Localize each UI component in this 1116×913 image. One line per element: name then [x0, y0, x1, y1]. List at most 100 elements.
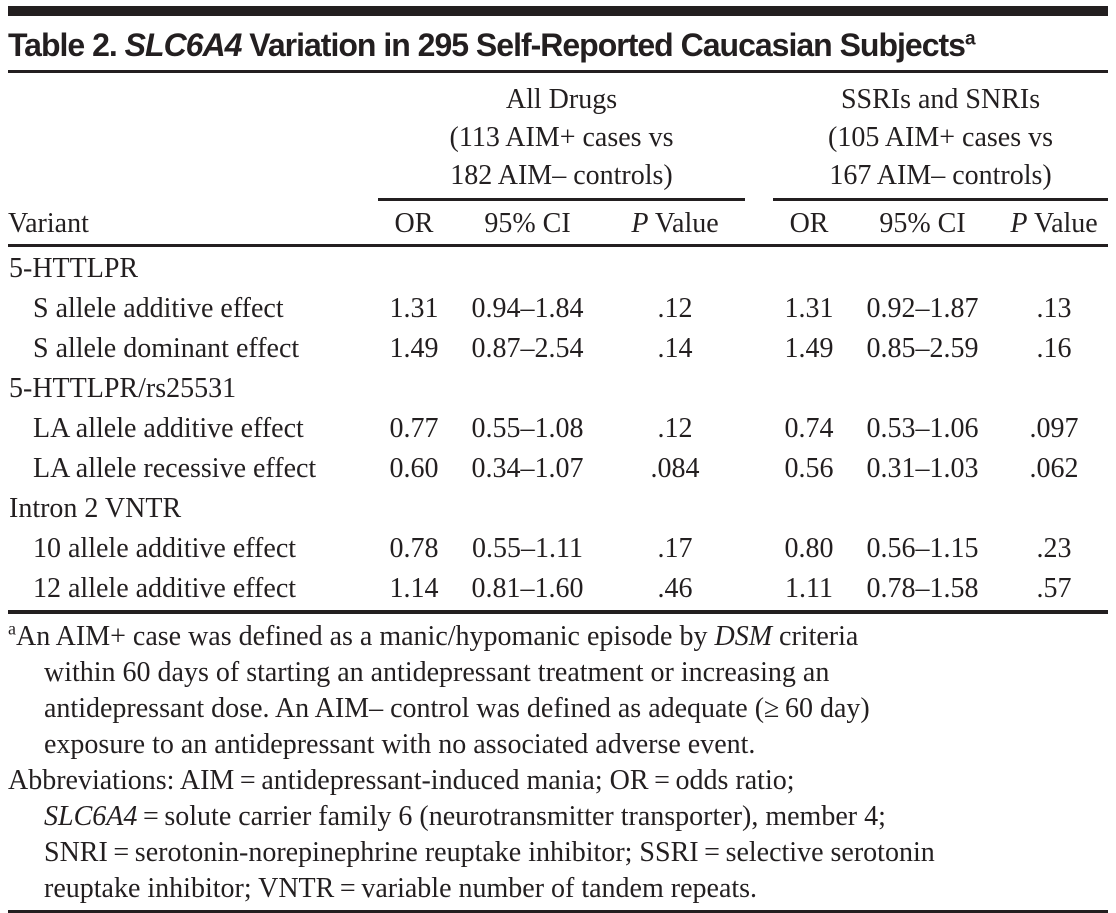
footnote-line: antidepressant dose. An AIM– control was… [44, 693, 870, 724]
value-cell: .097 [1029, 413, 1079, 444]
footnote-line: exposure to an antidepressant with no as… [44, 729, 756, 760]
variant-cell: 10 allele additive effect [33, 533, 297, 564]
group-label-line: SSRIs and SNRIs [840, 84, 1041, 115]
variant-cell: S allele additive effect [33, 293, 284, 324]
column-gap [745, 199, 774, 247]
value-cell: .062 [1029, 453, 1079, 484]
gap-cell [745, 529, 773, 569]
table-title: Table 2. SLC6A4 Variation in 295 Self-Re… [8, 25, 1108, 65]
footnote-marker: a [8, 618, 16, 639]
value-cell: 1.31 [784, 293, 834, 324]
group-gap-spacer [745, 79, 773, 200]
variant-group-row: 5-HTTLPR/rs25531 [8, 369, 1108, 409]
value-cell: .57 [1036, 573, 1072, 604]
footnote-line: reuptake inhibitor; VNTR = variable numb… [44, 873, 758, 904]
gap-cell [745, 409, 773, 449]
value-cell: 0.53–1.06 [866, 413, 979, 444]
footnote-abbreviations: Abbreviations: AIM = antidepressant-indu… [8, 763, 1108, 907]
footnote-line: within 60 days of starting an antidepres… [44, 657, 830, 688]
variant-cell: LA allele recessive effect [33, 453, 317, 484]
variant-cell: 12 allele additive effect [33, 573, 297, 604]
value-cell: 0.55–1.11 [472, 533, 583, 564]
value-cell: 0.87–2.54 [471, 333, 584, 364]
table-row: S allele additive effect 1.31 0.94–1.84 .12… [8, 289, 1108, 329]
table-title-footnote-marker: a [964, 28, 976, 50]
table-body: 5-HTTLPR S allele additive effect 1.31 0.94… [8, 246, 1108, 610]
footnotes: aAn AIM+ case was defined as a manic/hyp… [8, 619, 1108, 907]
value-cell: 0.78 [389, 533, 439, 564]
gap-cell [745, 329, 773, 369]
column-group-ssri-snri: SSRIs and SNRIs (105 AIM+ cases vs 167 A… [773, 79, 1109, 201]
value-cell: .46 [657, 573, 693, 604]
value-cell: .12 [657, 293, 693, 324]
value-cell: 0.56–1.15 [866, 533, 979, 564]
table-title-prefix: Table 2. [8, 27, 125, 63]
italic-term: SLC6A4 [44, 801, 138, 832]
variant-group-spacer [8, 79, 378, 200]
gap-cell [745, 569, 773, 609]
variant-cell: S allele dominant effect [33, 333, 300, 364]
variant-group-label: 5-HTTLPR [9, 253, 139, 284]
variant-group-row: Intron 2 VNTR [8, 489, 1108, 529]
value-cell: 0.55–1.08 [471, 413, 584, 444]
group-label-line: All Drugs [505, 84, 618, 115]
footnote-line: Abbreviations: AIM = antidepressant-indu… [8, 765, 795, 796]
column-header-variant: Variant [8, 199, 378, 247]
value-cell: 0.60 [389, 453, 439, 484]
value-cell: 1.14 [389, 573, 439, 604]
column-header-pvalue-1: P Value [605, 199, 746, 247]
value-cell: .16 [1036, 333, 1072, 364]
table-row: 12 allele additive effect 1.14 0.81–1.60 .4… [8, 569, 1108, 609]
value-cell: .23 [1036, 533, 1072, 564]
variant-group-label: Intron 2 VNTR [9, 493, 182, 524]
table-row: S allele dominant effect 1.49 0.87–2.54 .14… [8, 329, 1108, 369]
table-bottom-rule [8, 610, 1108, 614]
value-cell: .14 [657, 333, 693, 364]
column-group-all-drugs: All Drugs (113 AIM+ cases vs 182 AIM– co… [378, 79, 746, 201]
group-label-line: (113 AIM+ cases vs [449, 122, 674, 153]
column-header-ci-1: 95% CI [450, 199, 605, 247]
table-row: 10 allele additive effect 0.78 0.55–1.11 .1… [8, 529, 1108, 569]
title-rule [8, 70, 1108, 73]
footnote-line: aAn AIM+ case was defined as a manic/hyp… [8, 618, 859, 652]
value-cell: 1.31 [389, 293, 439, 324]
value-cell: .12 [657, 413, 693, 444]
group-label-line: 167 AIM– controls) [829, 160, 1052, 191]
column-header-ci-2: 95% CI [845, 199, 1001, 247]
value-cell: 1.49 [389, 333, 439, 364]
results-table: All Drugs (113 AIM+ cases vs 182 AIM– co… [8, 79, 1109, 610]
top-divider-bar [8, 6, 1108, 16]
value-cell: 0.34–1.07 [471, 453, 584, 484]
variant-group-label: 5-HTTLPR/rs25531 [9, 373, 237, 404]
table-row: LA allele recessive effect 0.60 0.34–1.07.… [8, 449, 1108, 489]
p-rest: Value [648, 208, 719, 239]
column-header-or-2: OR [773, 199, 846, 247]
p-italic: P [1010, 208, 1028, 239]
p-italic: P [631, 208, 649, 239]
table-row: LA allele additive effect 0.77 0.55–1.08 .1… [8, 409, 1108, 449]
value-cell: 0.94–1.84 [471, 293, 584, 324]
column-header-pvalue-2: P Value [1000, 199, 1109, 247]
gap-cell [745, 289, 773, 329]
value-cell: 1.11 [785, 573, 834, 604]
value-cell: 0.81–1.60 [471, 573, 584, 604]
p-rest: Value [1027, 208, 1098, 239]
group-label-line: 182 AIM– controls) [450, 160, 673, 191]
value-cell: .17 [657, 533, 693, 564]
italic-term: DSM [714, 621, 773, 652]
column-group-row: All Drugs (113 AIM+ cases vs 182 AIM– co… [8, 79, 1109, 201]
table-title-gene-name: SLC6A4 [124, 27, 243, 63]
footnote-a: aAn AIM+ case was defined as a manic/hyp… [8, 619, 1108, 763]
value-cell: 0.85–2.59 [866, 333, 979, 364]
table-title-rest: Variation in 295 Self-Reported Caucasian… [241, 27, 966, 63]
gap-cell [745, 449, 773, 489]
value-cell: 0.74 [784, 413, 834, 444]
column-header-row: Variant OR 95% CI P Value OR 95% CI P Va… [8, 199, 1109, 247]
value-cell: 1.49 [784, 333, 834, 364]
value-cell: .084 [650, 453, 700, 484]
variant-cell: LA allele additive effect [33, 413, 304, 444]
group-label-line: (105 AIM+ cases vs [828, 122, 1054, 153]
footnote-line: SNRI = serotonin-norepinephrine reuptake… [44, 837, 935, 868]
footnote-line: SLC6A4 = solute carrier family 6 (neurot… [44, 801, 886, 832]
